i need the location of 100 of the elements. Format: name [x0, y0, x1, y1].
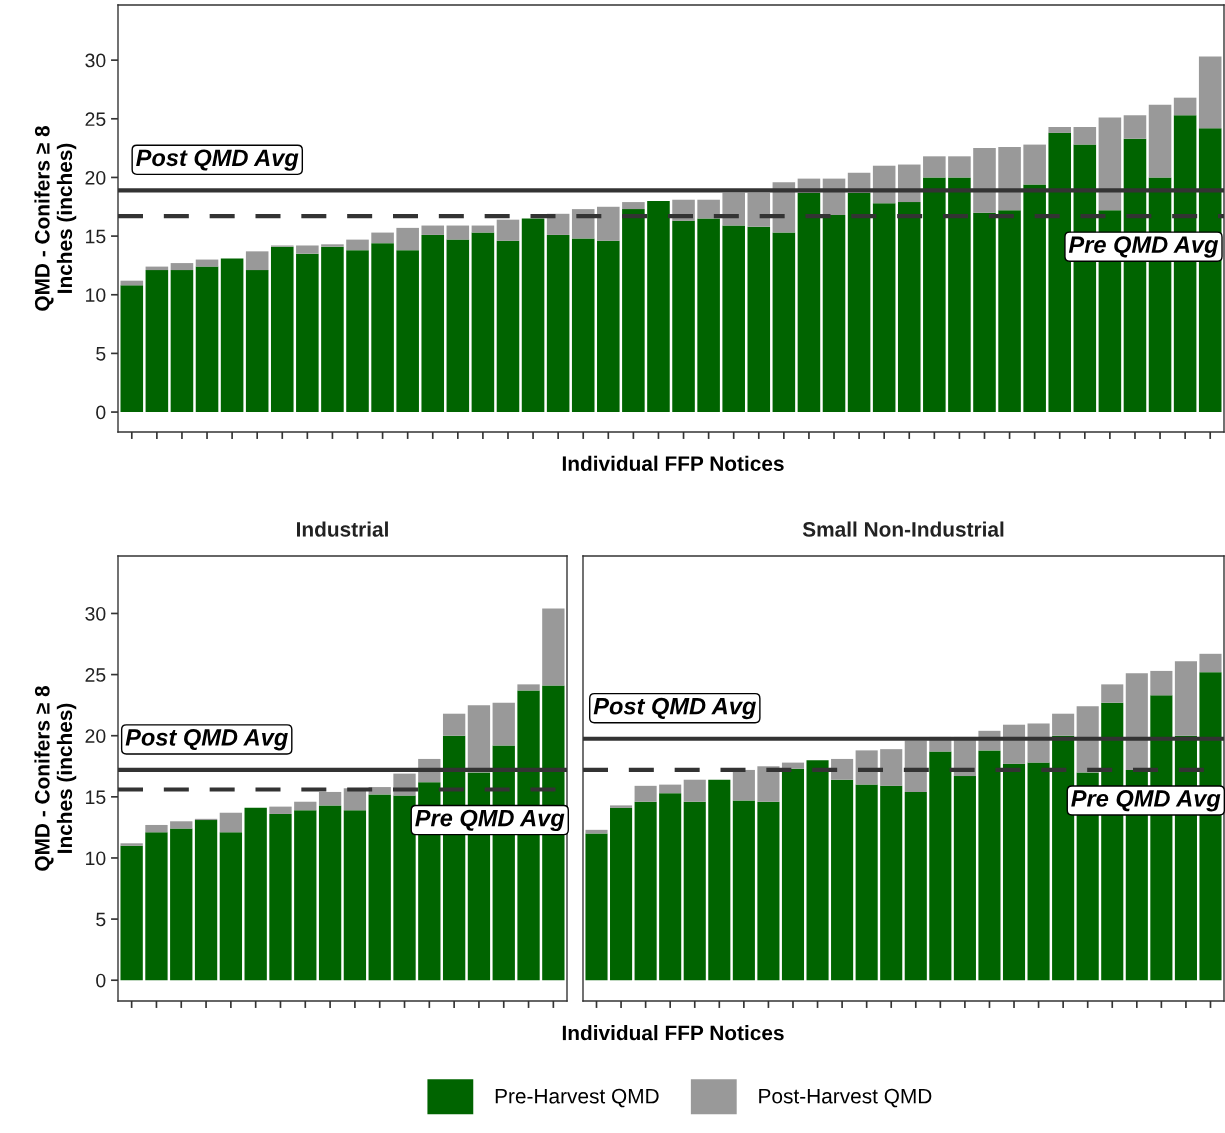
bar [647, 200, 670, 413]
bar [722, 225, 745, 413]
bar [1052, 713, 1075, 736]
ref-line-label: Pre QMD Avg [415, 809, 565, 832]
bar [822, 214, 846, 413]
bar [904, 791, 927, 981]
bar [1123, 115, 1147, 139]
bar [393, 795, 416, 981]
bar [421, 225, 445, 235]
bar [597, 206, 620, 241]
bar [343, 810, 367, 981]
y-tick-label: 10 [86, 851, 106, 866]
bar [296, 245, 319, 254]
legend-label: Pre-Harvest QMD [495, 1088, 659, 1108]
bar [245, 270, 269, 413]
bar [610, 807, 633, 981]
bar [1076, 706, 1099, 773]
y-tick-label: 15 [86, 229, 106, 244]
bar [219, 832, 243, 981]
chart-title: Small Non-Industrial [802, 521, 1004, 537]
bar [831, 758, 854, 780]
bar [1125, 673, 1148, 770]
bar [880, 785, 903, 981]
bar [683, 779, 706, 802]
bar [998, 146, 1021, 211]
bar [1101, 684, 1124, 703]
bar [948, 156, 971, 178]
bar [1027, 762, 1050, 981]
bar [446, 225, 470, 240]
bar [897, 202, 921, 413]
bar [872, 203, 896, 413]
bar [170, 263, 194, 271]
bar [195, 259, 219, 267]
chart-title: Industrial [297, 521, 388, 537]
bar [521, 218, 545, 413]
bar [371, 232, 394, 244]
ref-line-label: Pre QMD Avg [1071, 790, 1221, 812]
bar [145, 270, 169, 413]
bar [170, 821, 193, 829]
bar [496, 240, 520, 413]
bar [622, 209, 645, 413]
y-tick-label: 20 [85, 170, 106, 185]
bar [321, 244, 344, 247]
bar [622, 202, 645, 210]
bar [294, 810, 317, 981]
y-tick-label: 5 [96, 912, 106, 927]
bar [542, 608, 565, 686]
y-tick-label: 10 [86, 288, 106, 302]
bar [948, 177, 971, 413]
bar [1199, 653, 1222, 673]
bar [973, 212, 996, 413]
y-axis-title: QMD - Conifers ≥ 8 Inches (inches) [34, 686, 77, 871]
bar [220, 258, 244, 413]
bar [597, 240, 620, 413]
bar [296, 253, 319, 413]
bar [1173, 97, 1197, 116]
bar [446, 239, 470, 413]
bar [747, 192, 771, 227]
bar [269, 813, 292, 981]
bar [904, 740, 927, 792]
y-tick-label: 30 [85, 53, 106, 68]
bar [585, 833, 608, 981]
bar [1174, 661, 1197, 736]
bar [781, 762, 805, 769]
y-tick-label: 0 [96, 973, 106, 988]
bar [929, 751, 952, 981]
bar [683, 801, 706, 981]
bar [923, 156, 946, 178]
bar [1150, 670, 1173, 696]
bar [120, 285, 144, 413]
bar [978, 750, 1001, 981]
bar [855, 784, 878, 981]
ref-line-label: Post QMD Avg [593, 697, 756, 720]
bar [998, 210, 1021, 413]
bar [1073, 127, 1097, 145]
legend-label: Post-Harvest QMD [759, 1088, 932, 1108]
bar [194, 820, 218, 981]
bar [634, 801, 657, 981]
bar [797, 192, 821, 413]
bar [953, 776, 976, 981]
y-tick-label: 25 [85, 112, 106, 127]
bar [396, 227, 419, 251]
bar [318, 805, 342, 981]
bar [496, 219, 520, 241]
bar [722, 192, 745, 226]
bar [757, 801, 780, 981]
bar [747, 226, 771, 413]
bar [1098, 117, 1122, 211]
bar [170, 828, 193, 981]
bar [1023, 184, 1046, 413]
bar [368, 794, 391, 981]
bar [697, 218, 720, 413]
y-tick-label: 5 [96, 347, 106, 361]
bar [1002, 763, 1026, 981]
bar [492, 702, 515, 746]
bar [546, 234, 570, 413]
bar [1198, 56, 1222, 129]
bar [697, 199, 720, 219]
ref-line-label: Post QMD Avg [136, 149, 299, 171]
bar [585, 829, 608, 834]
